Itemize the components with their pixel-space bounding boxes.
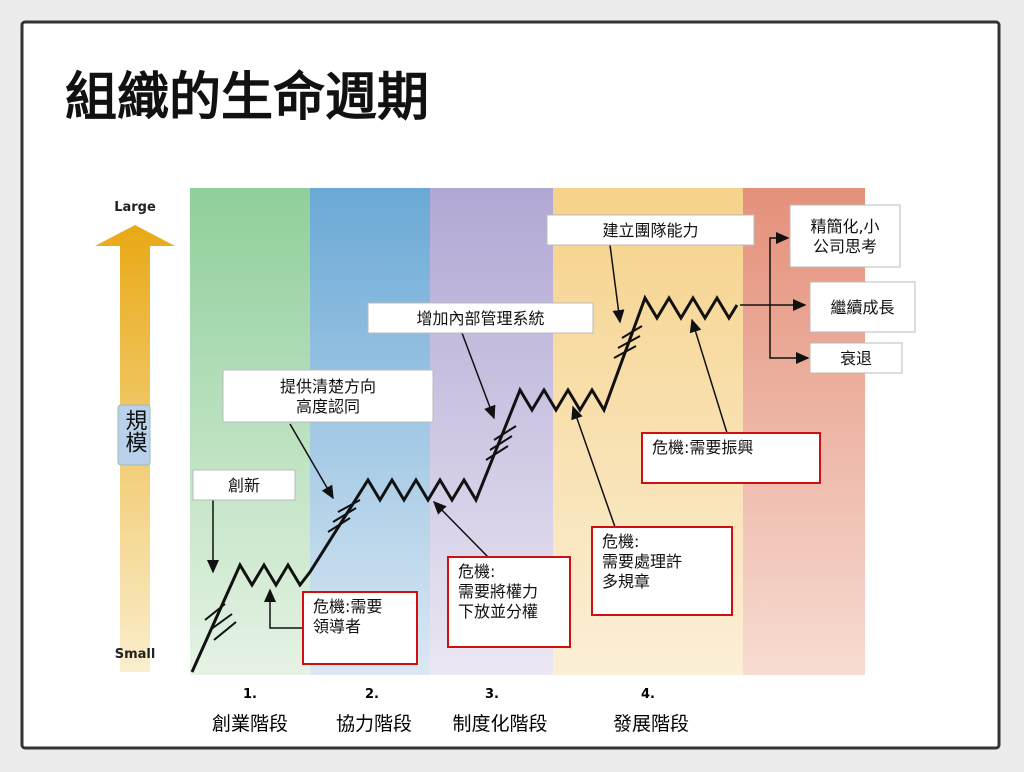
annotation-text: 需要處理許: [602, 552, 682, 571]
annotation-text: 下放並分權: [458, 602, 538, 621]
crisis-box: [641, 432, 821, 484]
annotation-text: 增加內部管理系統: [416, 309, 544, 328]
annotation-text: 高度認同: [296, 397, 360, 416]
axis-bottom: Small: [115, 647, 156, 662]
outcome-box: [789, 204, 901, 268]
crisis-box: [591, 526, 733, 616]
annotation-box: [367, 302, 594, 334]
outcome-box: [809, 281, 916, 333]
annotation-text: 危機:: [602, 532, 639, 551]
annotation-text: 危機:需要振興: [652, 438, 753, 457]
stage-name: 協力階段: [336, 713, 412, 735]
stage-number: 2.: [365, 687, 379, 702]
stage-name: 發展階段: [613, 713, 689, 735]
growth-line: [190, 294, 739, 673]
stage-number: 1.: [243, 687, 257, 702]
outcome-arrows: [740, 232, 810, 364]
annotation-box: [546, 214, 755, 246]
stage-name: 創業階段: [212, 713, 288, 735]
annotation-box: [222, 369, 434, 423]
outcome-text: 衰退: [840, 349, 872, 368]
outcome-box: [809, 342, 903, 374]
annotation-box: [192, 469, 296, 501]
stage-name: 制度化階段: [452, 713, 547, 735]
crisis-box: [302, 591, 418, 665]
size-arrow: Large Small 規模: [95, 200, 175, 672]
outcome-text: 公司思考: [813, 237, 877, 256]
annotation-text: 需要將權力: [458, 582, 538, 601]
title: 組織的生命週期: [65, 68, 429, 128]
annotation-text: 危機:: [458, 562, 495, 581]
annotation-text: 多規章: [602, 572, 650, 591]
outcome-text: 繼續成長: [830, 298, 894, 317]
annotation-text: 建立團隊能力: [602, 221, 698, 240]
stage-number: 4.: [641, 687, 655, 702]
pointers: [207, 244, 728, 629]
annotation-text: 領導者: [313, 617, 361, 636]
stage-number: 3.: [485, 687, 499, 702]
stage-labels: 1. 2. 3. 4. 創業階段 協力階段 制度化階段 發展階段: [212, 687, 689, 735]
axis-label: 規模: [122, 409, 148, 453]
annotation-text: 創新: [228, 476, 260, 495]
annotation-text: 危機:需要: [313, 597, 382, 616]
axis-top: Large: [114, 200, 156, 215]
annotation-text: 提供清楚方向: [280, 377, 376, 396]
outcome-text: 精簡化,小: [810, 217, 879, 236]
crisis-box: [447, 556, 571, 648]
